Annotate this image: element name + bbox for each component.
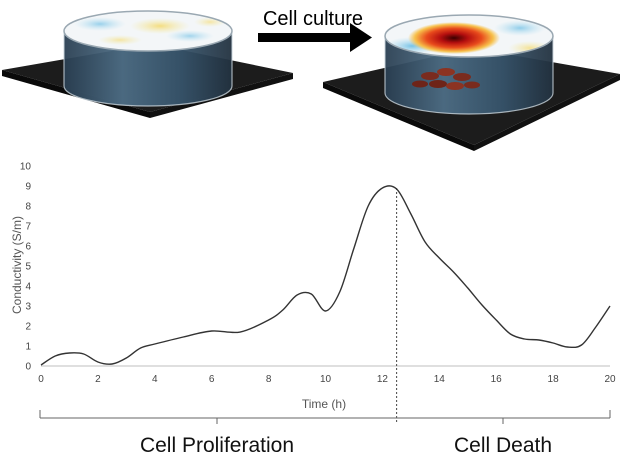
y-tick-label: 7 bbox=[25, 222, 31, 233]
dish-after-culture bbox=[323, 14, 620, 151]
x-tick-label: 8 bbox=[266, 374, 272, 385]
x-tick-label: 14 bbox=[434, 374, 446, 385]
y-tick-label: 0 bbox=[25, 362, 31, 373]
x-tick-labels: 0 2 4 6 8 10 12 14 16 18 20 bbox=[38, 374, 616, 385]
x-tick-label: 18 bbox=[548, 374, 560, 385]
phase-bracket: Cell Proliferation Cell Death bbox=[39, 410, 611, 457]
y-tick-labels: 0 1 2 3 4 5 6 7 8 9 10 bbox=[20, 162, 32, 373]
y-tick-label: 4 bbox=[25, 282, 31, 293]
x-tick-label: 20 bbox=[604, 374, 616, 385]
x-tick-label: 0 bbox=[38, 374, 44, 385]
x-tick-label: 12 bbox=[377, 374, 389, 385]
x-tick-label: 10 bbox=[320, 374, 332, 385]
phase-label-death: Cell Death bbox=[454, 434, 552, 457]
y-tick-label: 9 bbox=[25, 182, 31, 193]
cell-cluster bbox=[412, 68, 480, 90]
x-tick-label: 4 bbox=[152, 374, 158, 385]
y-tick-label: 5 bbox=[25, 262, 31, 273]
x-tick-label: 6 bbox=[209, 374, 215, 385]
y-tick-label: 6 bbox=[25, 242, 31, 253]
arrow-label: Cell culture bbox=[263, 8, 363, 30]
x-tick-label: 2 bbox=[95, 374, 101, 385]
dish-before-culture bbox=[2, 10, 293, 118]
y-tick-label: 1 bbox=[25, 342, 31, 353]
y-axis-title: Conductivity (S/m) bbox=[10, 216, 24, 314]
x-tick-label: 16 bbox=[491, 374, 503, 385]
left-dish-wall bbox=[64, 31, 232, 106]
x-axis-title: Time (h) bbox=[302, 397, 346, 411]
phase-label-proliferation: Cell Proliferation bbox=[140, 434, 294, 457]
culture-arrow bbox=[258, 23, 372, 52]
conductivity-line bbox=[40, 185, 611, 366]
heat-spot bbox=[408, 22, 500, 54]
y-tick-label: 2 bbox=[25, 322, 31, 333]
y-tick-label: 10 bbox=[20, 162, 32, 173]
y-tick-label: 3 bbox=[25, 302, 31, 313]
y-tick-label: 8 bbox=[25, 202, 31, 213]
